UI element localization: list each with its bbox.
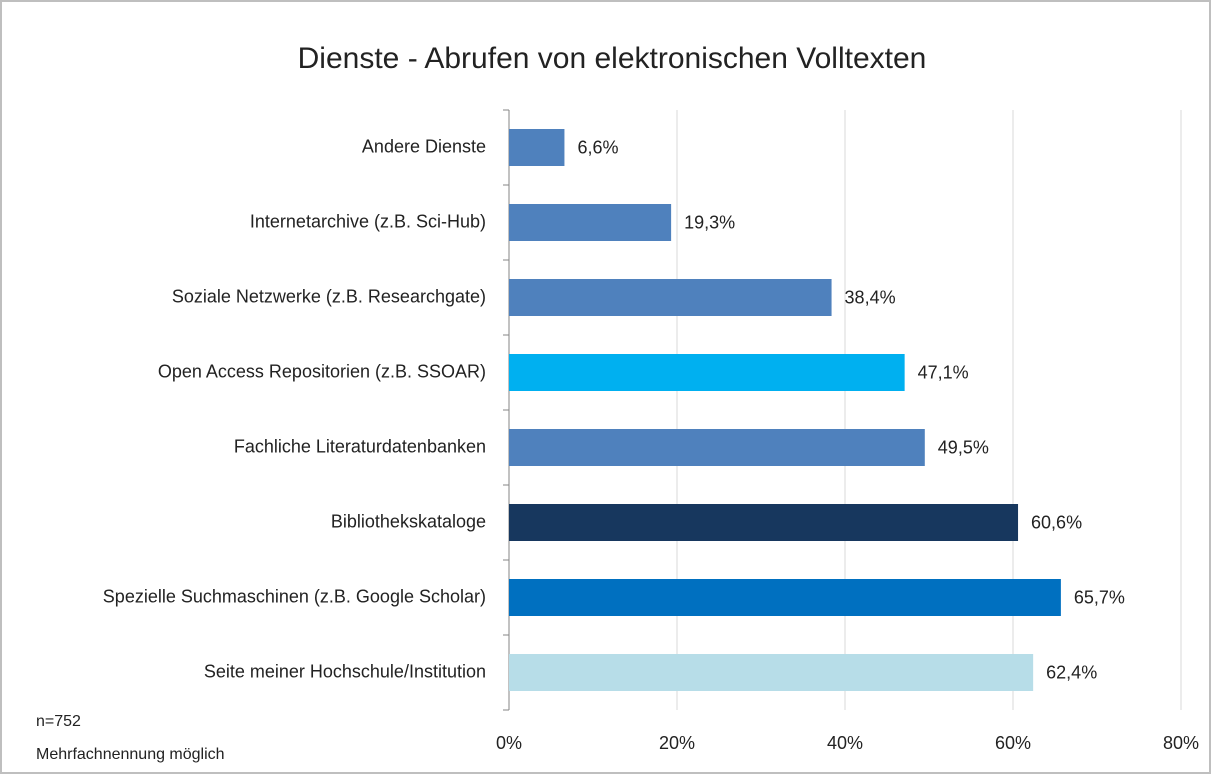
annotation: Mehrfachnennung möglich xyxy=(36,746,225,763)
x-tick-label: 20% xyxy=(659,733,695,753)
y-tick-label: Open Access Repositorien (z.B. SSOAR) xyxy=(158,361,486,381)
y-tick-label: Internetarchive (z.B. Sci-Hub) xyxy=(250,211,486,231)
x-tick-label: 80% xyxy=(1163,733,1199,753)
y-tick-label: Fachliche Literaturdatenbanken xyxy=(234,436,486,456)
x-tick-label: 40% xyxy=(827,733,863,753)
value-label: 62,4% xyxy=(1046,662,1097,682)
chart-title: Dienste - Abrufen von elektronischen Vol… xyxy=(298,42,927,75)
bar xyxy=(509,129,565,166)
value-label: 38,4% xyxy=(845,287,896,307)
bar xyxy=(509,654,1034,691)
y-tick-label: Spezielle Suchmaschinen (z.B. Google Sch… xyxy=(103,586,486,606)
bar xyxy=(509,429,925,466)
bar xyxy=(509,204,672,241)
bar xyxy=(509,354,905,391)
annotation: n=752 xyxy=(36,713,81,730)
value-label: 47,1% xyxy=(918,362,969,382)
bar xyxy=(509,504,1019,541)
value-label: 49,5% xyxy=(938,437,989,457)
value-label: 65,7% xyxy=(1074,587,1125,607)
bar xyxy=(509,279,832,316)
y-tick-label: Andere Dienste xyxy=(362,136,486,156)
x-tick-label: 60% xyxy=(995,733,1031,753)
value-label: 60,6% xyxy=(1031,512,1082,532)
bar xyxy=(509,579,1061,616)
value-label: 19,3% xyxy=(684,212,735,232)
x-tick-label: 0% xyxy=(496,733,522,753)
y-tick-label: Seite meiner Hochschule/Institution xyxy=(204,661,486,681)
y-tick-label: Soziale Netzwerke (z.B. Researchgate) xyxy=(172,286,486,306)
value-label: 6,6% xyxy=(577,137,618,157)
y-tick-label: Bibliothekskataloge xyxy=(331,511,486,531)
